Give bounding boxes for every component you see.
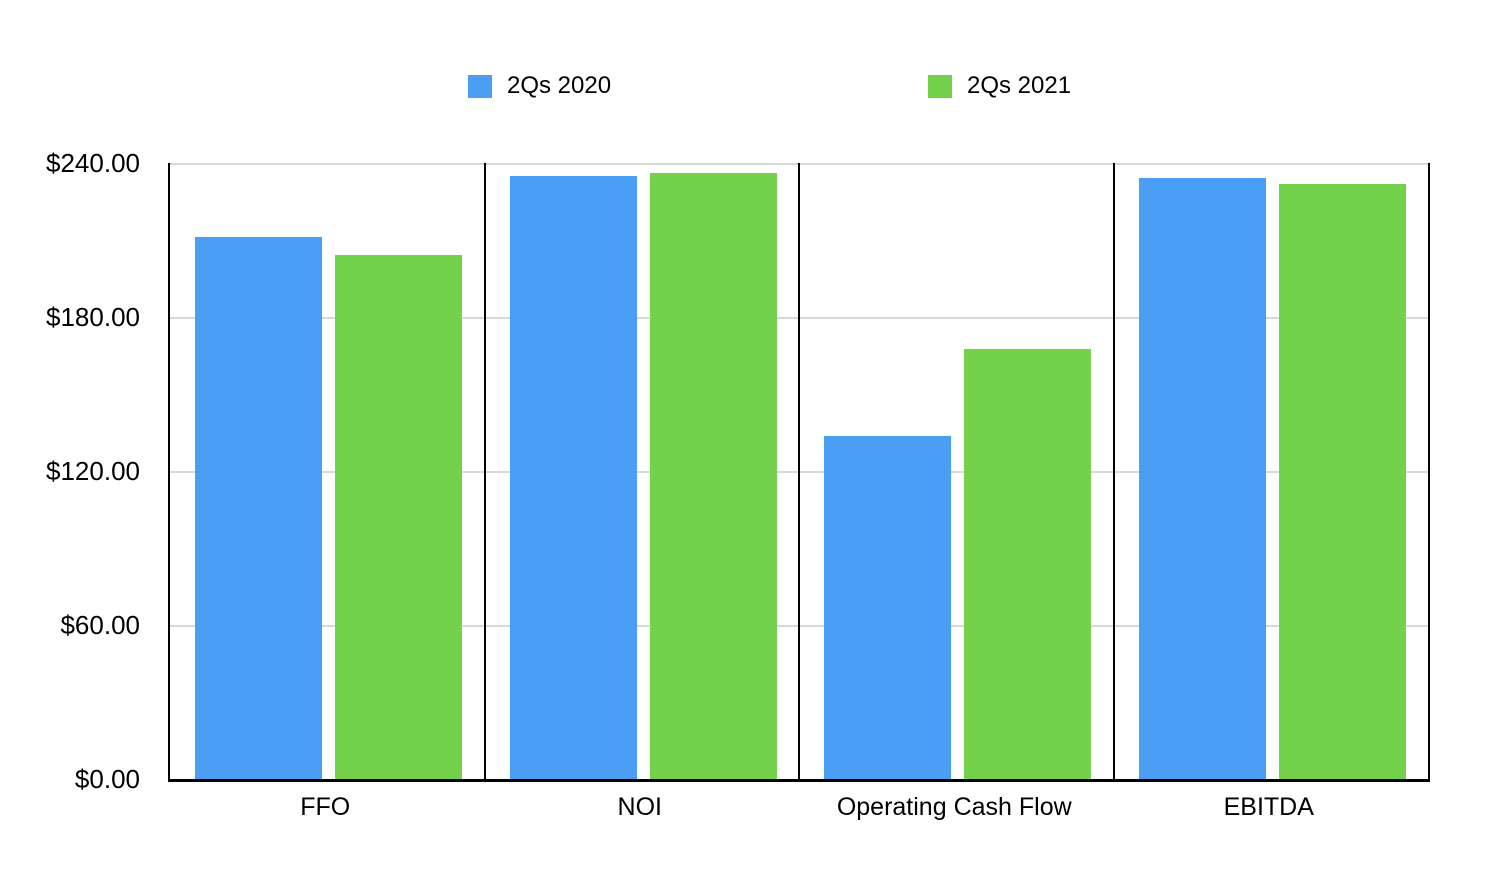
- legend-label-2020: 2Qs 2020: [507, 72, 612, 99]
- legend-swatch-2021-icon: [928, 74, 952, 98]
- legend-label-2021: 2Qs 2021: [967, 72, 1072, 99]
- bar-ebitda-2qs-2021: [1279, 183, 1406, 779]
- legend-swatch-2020-icon: [468, 74, 492, 98]
- y-tick-label-0: $0.00: [74, 764, 140, 794]
- bar-ebitda-2qs-2020: [1139, 178, 1266, 779]
- legend-item-2021: 2Qs 2021: [928, 72, 1071, 100]
- x-tick-label-noi: NOI: [617, 793, 662, 821]
- y-tick-label-60: $60.00: [60, 610, 140, 640]
- bar-ffo-2qs-2021: [335, 255, 462, 779]
- y-tick-label-120: $120.00: [46, 456, 140, 486]
- plot-area: [168, 163, 1430, 782]
- bar-noi-2qs-2021: [650, 173, 777, 779]
- x-tick-label-operating-cash-flow: Operating Cash Flow: [836, 793, 1072, 821]
- bar-operating-cash-flow-2qs-2020: [824, 436, 951, 779]
- panel-separator-3: [1112, 163, 1115, 779]
- bar-operating-cash-flow-2qs-2021: [964, 349, 1091, 779]
- legend-item-2020: 2Qs 2020: [468, 72, 611, 100]
- bar-noi-2qs-2020: [510, 175, 637, 779]
- bar-ffo-2qs-2020: [195, 237, 322, 779]
- panel-separator-1: [483, 163, 486, 779]
- y-tick-label-240: $240.00: [46, 148, 140, 178]
- x-tick-label-ebitda: EBITDA: [1223, 793, 1314, 821]
- y-tick-label-180: $180.00: [46, 302, 140, 332]
- x-tick-label-ffo: FFO: [300, 793, 351, 821]
- panel-separator-2: [798, 163, 800, 779]
